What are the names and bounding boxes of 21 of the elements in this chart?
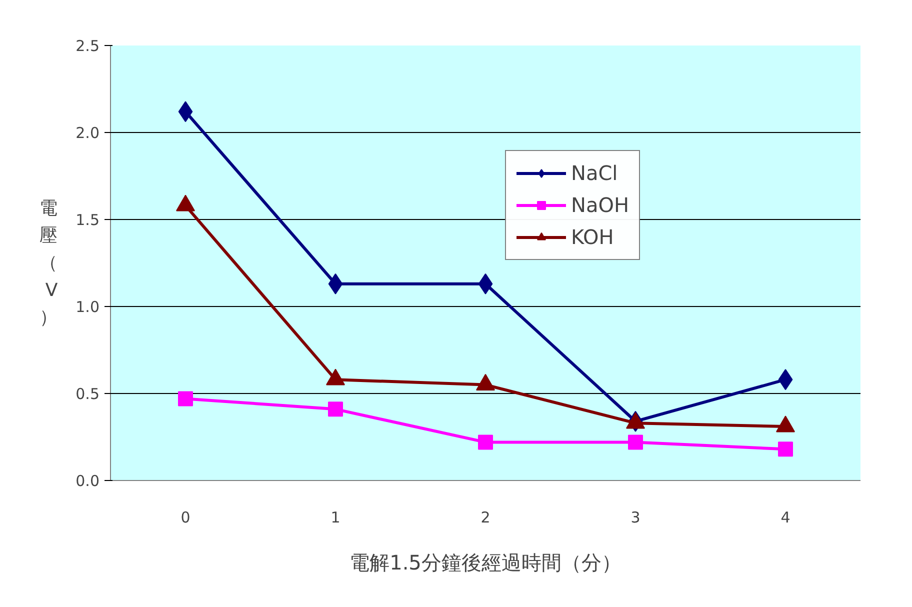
y-tick-label: 1.0 (76, 298, 100, 316)
legend-label: KOH (571, 225, 614, 249)
y-tick-label: 2.5 (76, 37, 100, 55)
point (778, 442, 793, 457)
y-tick-label: 0.5 (76, 385, 100, 403)
y-tick-label: 0.0 (76, 472, 100, 490)
y-tick-label: 2.0 (76, 124, 100, 142)
x-tick-label: 2 (480, 508, 490, 526)
legend-label: NaOH (571, 193, 629, 217)
y-tick-label: 1.5 (76, 211, 100, 229)
legend-label: NaCl (571, 161, 618, 185)
x-axis-title: 電解1.5分鐘後經過時間（分） (350, 550, 622, 574)
point (478, 434, 493, 450)
x-tick-label: 3 (630, 508, 640, 526)
x-tick-label: 0 (180, 508, 190, 526)
x-tick-label: 4 (780, 508, 790, 526)
y-axis-title: 電壓（V） (40, 198, 58, 328)
x-tick-label: 1 (330, 508, 340, 526)
point (178, 391, 193, 406)
point (328, 402, 343, 417)
point (628, 434, 643, 450)
